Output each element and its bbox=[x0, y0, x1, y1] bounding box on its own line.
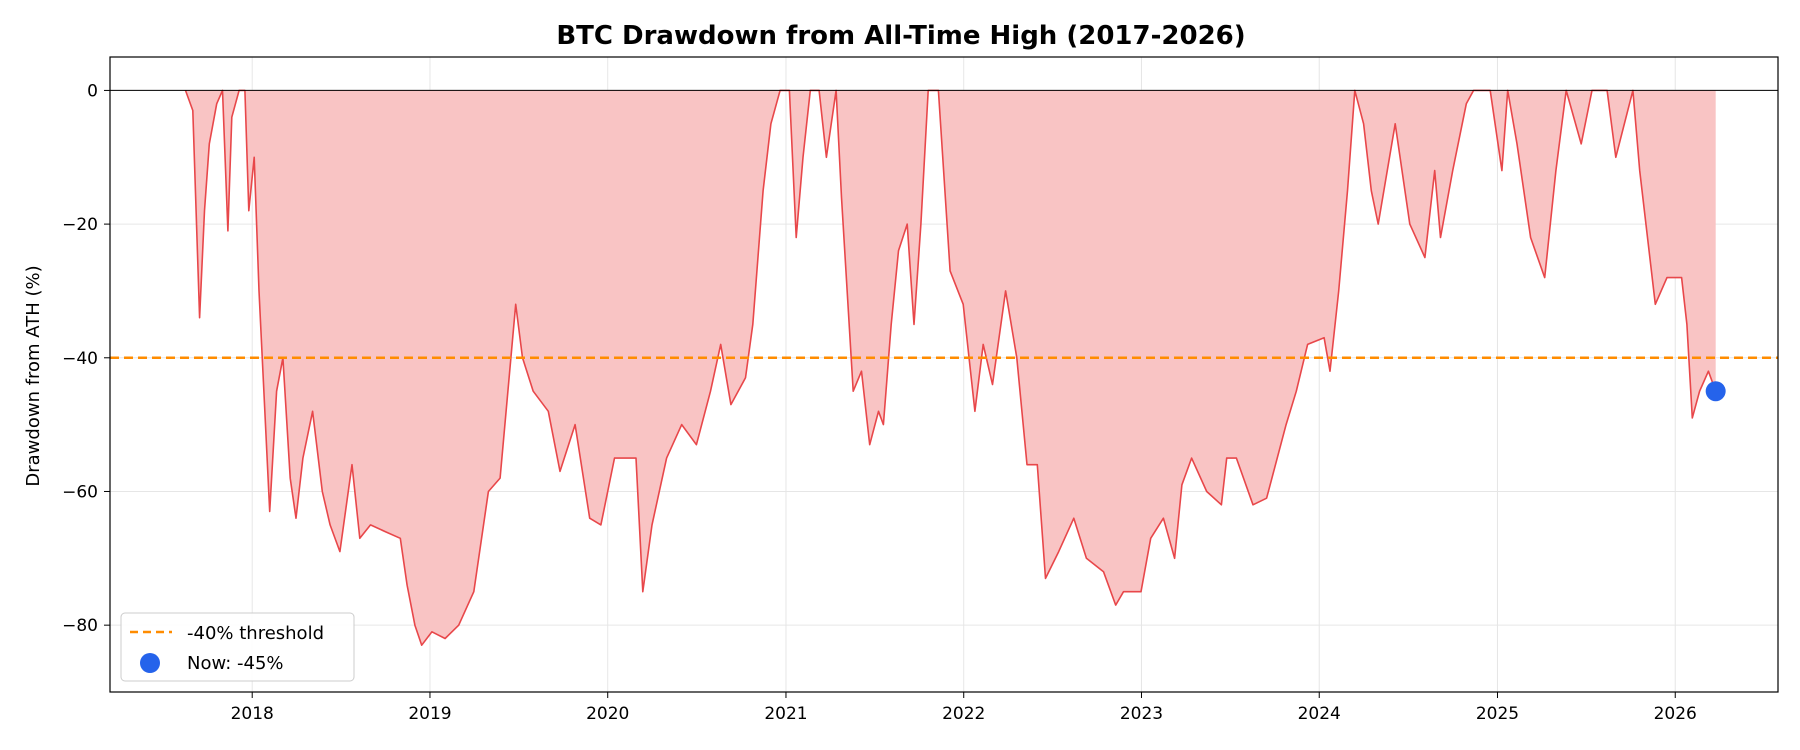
y-tick-label: −20 bbox=[62, 215, 98, 235]
legend-box bbox=[120, 612, 355, 682]
y-tick-label: 0 bbox=[87, 81, 98, 101]
current-point-marker bbox=[1705, 381, 1726, 402]
chart-title: BTC Drawdown from All-Time High (2017-20… bbox=[556, 21, 1245, 51]
drawdown-fill bbox=[185, 90, 1716, 646]
legend-now-label: Now: -45% bbox=[187, 653, 284, 674]
legend: -40% threshold Now: -45% bbox=[120, 612, 355, 682]
x-tick-label: 2026 bbox=[1654, 704, 1697, 724]
x-tick-label: 2024 bbox=[1298, 704, 1341, 724]
x-tick-label: 2020 bbox=[586, 704, 629, 724]
axis-ticks: 2018 2019 2020 2021 2022 2023 2024 2025 2026 0 −20… bbox=[62, 81, 1697, 724]
plot-area bbox=[110, 89, 1778, 647]
legend-now-swatch bbox=[140, 653, 160, 673]
y-tick-label: −80 bbox=[62, 616, 98, 636]
x-tick-label: 2021 bbox=[764, 704, 807, 724]
x-tick-label: 2018 bbox=[231, 704, 274, 724]
x-tick-label: 2023 bbox=[1120, 704, 1163, 724]
legend-threshold-label: -40% threshold bbox=[187, 623, 324, 644]
y-tick-label: −60 bbox=[62, 482, 98, 502]
drawdown-line bbox=[184, 89, 1717, 647]
axes-frame bbox=[109, 56, 1779, 693]
x-tick-label: 2022 bbox=[942, 704, 985, 724]
y-tick-label: −40 bbox=[62, 349, 98, 369]
y-axis-label: Drawdown from ATH (%) bbox=[23, 265, 44, 486]
x-tick-label: 2019 bbox=[408, 704, 451, 724]
x-tick-label: 2025 bbox=[1476, 704, 1519, 724]
plot-border bbox=[109, 56, 1779, 693]
